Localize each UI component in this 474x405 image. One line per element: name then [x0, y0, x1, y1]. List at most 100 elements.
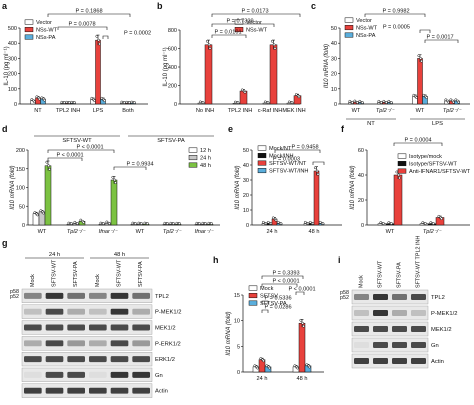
p-value-label: P = 0.0003 [273, 157, 300, 163]
x-tick-label: WT [416, 108, 425, 114]
legend-label: Vector [356, 18, 372, 24]
blot-strip [21, 383, 153, 398]
y-tick-label: 20 [243, 193, 249, 199]
p-value-label: P < 0.0001 [288, 287, 315, 293]
data-point [33, 211, 37, 214]
x-tick-label: MEK INH [282, 108, 305, 114]
significance-bracket [47, 13, 131, 17]
blot-strip [351, 353, 429, 369]
blot-band [45, 292, 64, 299]
data-point [48, 167, 51, 171]
data-point [308, 365, 311, 369]
significance-bracket [113, 166, 147, 170]
blot-strip [21, 336, 153, 351]
y-tick-label: 50 [19, 204, 25, 210]
blot-band [67, 324, 85, 331]
data-point [301, 321, 304, 325]
data-point [266, 220, 270, 224]
data-point [111, 175, 115, 179]
data-point [303, 220, 307, 224]
bar [298, 322, 306, 373]
data-point [210, 222, 213, 225]
y-tick-label: 500 [8, 26, 17, 32]
data-point [256, 366, 259, 370]
data-point [236, 101, 240, 104]
legend-swatch [397, 153, 407, 159]
data-point [261, 220, 265, 224]
legend-swatch [344, 32, 354, 38]
legend-swatch [248, 285, 258, 291]
y-tick-label: 60 [358, 148, 364, 154]
data-point [419, 57, 422, 60]
legend-label: NSs-WT [246, 28, 268, 34]
y-tick-label: 30 [243, 178, 249, 184]
p-value-label: P = 0.9982 [382, 9, 409, 15]
x-tick-label: Tpl2⁻/⁻ [67, 229, 86, 235]
blot-band [89, 340, 107, 347]
group-label: SFTSV-PA [157, 138, 185, 144]
y-tick-label: 200 [8, 72, 17, 78]
blot-band [354, 341, 369, 349]
blot-band [132, 340, 150, 347]
p-value-label: P = 0.0101 [214, 30, 241, 36]
significance-bracket [424, 39, 459, 43]
x-tick-label: Tpl2⁻/⁻ [163, 229, 182, 235]
data-point [90, 96, 94, 100]
p-value-label: P = 0.9458 [291, 145, 318, 151]
data-point [457, 100, 460, 104]
significance-bracket [312, 161, 325, 165]
data-point [297, 95, 301, 99]
p-value-label: P = 0.0002 [124, 31, 151, 37]
significance-bracket [211, 34, 247, 38]
lane-label: Mock [30, 274, 36, 287]
legend-swatch [24, 27, 34, 33]
data-point [382, 222, 385, 225]
legend-label: Vector [36, 20, 52, 26]
p-value-label: P = 0.0286 [264, 305, 291, 311]
x-tick-label: Tpl2⁻/⁻ [443, 108, 462, 114]
x-tick-label: WT [386, 229, 395, 235]
blot-band [110, 340, 129, 347]
data-point [146, 222, 149, 225]
data-point [73, 220, 77, 224]
blot-band [67, 387, 85, 394]
blot-band [24, 308, 42, 315]
panel-letter: g [2, 238, 8, 248]
x-tick-label: WT [38, 229, 47, 235]
legend-label: Mock [260, 286, 274, 292]
x-tick-label: Tpl2⁻/⁻ [376, 108, 395, 114]
blot-band [24, 340, 42, 347]
legend-swatch [188, 155, 198, 161]
data-point [271, 216, 275, 220]
x-tick-label: 24 h [257, 376, 268, 382]
data-point [321, 222, 325, 225]
legend-label: NSs-WT [36, 28, 58, 34]
legend-label: SFTSV-WT/NT [269, 161, 307, 167]
data-point [266, 101, 270, 104]
legend-label: Isotype/mock [409, 154, 442, 160]
blot-strip [21, 352, 153, 367]
significance-bracket [261, 300, 269, 304]
blot-band [110, 356, 129, 363]
blot-row-label: TPL2 [431, 295, 445, 301]
x-tick-label: No INH [196, 108, 214, 114]
data-point [42, 211, 45, 215]
significance-bracket [57, 26, 108, 30]
y-axis-label: IL-10 (pg ml⁻¹) [4, 46, 10, 85]
blot-band [67, 356, 85, 363]
data-point [240, 88, 244, 92]
legend-swatch [24, 34, 34, 40]
data-point [279, 222, 283, 225]
blot-band [89, 324, 107, 331]
data-point [113, 178, 116, 182]
significance-bracket [261, 283, 298, 287]
group-label: LPS [432, 121, 443, 127]
data-point [454, 98, 458, 102]
legend-label: SFTSV-WT/INH [269, 169, 308, 175]
data-point [395, 170, 399, 174]
p-value-label: P < 0.0001 [76, 145, 103, 151]
data-point [108, 222, 111, 225]
blot-band [354, 293, 369, 301]
p-value-label: P = 0.0017 [426, 35, 453, 41]
p-value-label: P = 0.0173 [241, 9, 268, 15]
